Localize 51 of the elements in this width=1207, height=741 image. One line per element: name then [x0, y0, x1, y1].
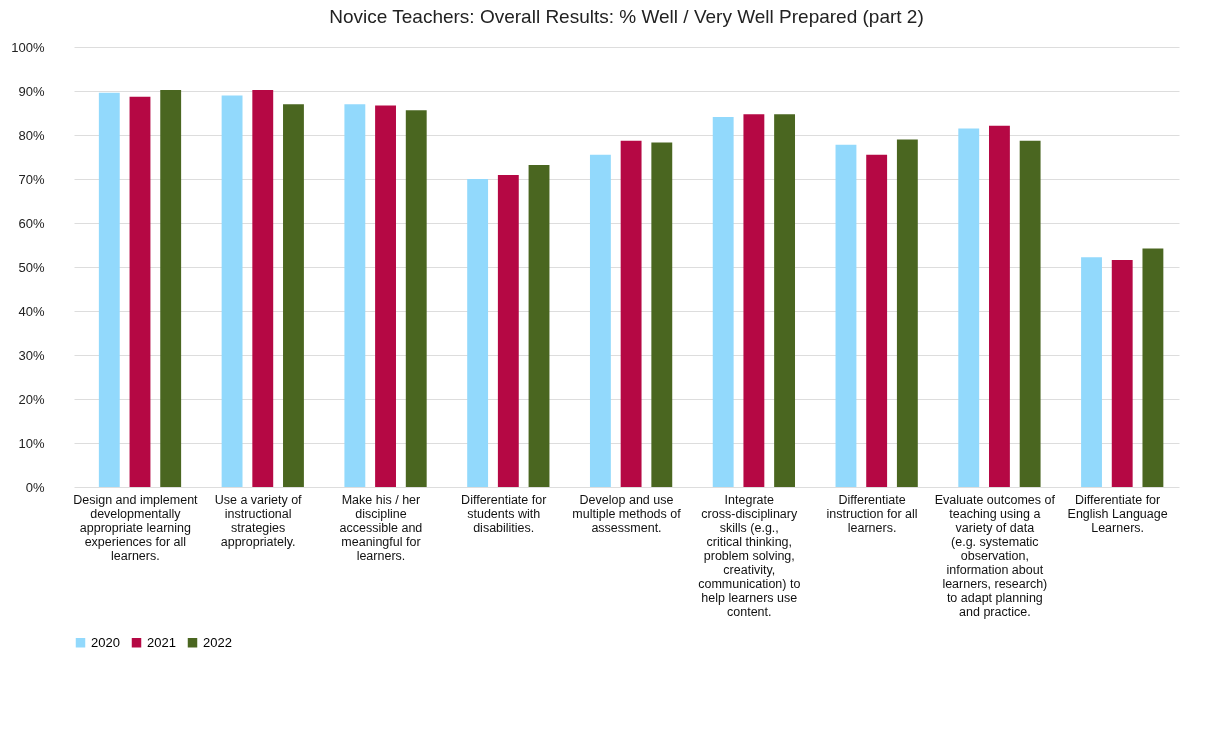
- bar: [958, 128, 980, 487]
- x-tick-label: Design and implement developmentally appropriate learning experiences for all learners.: [73, 492, 199, 563]
- bar: [467, 179, 489, 487]
- y-tick-label: 50%: [18, 259, 45, 275]
- bar: [743, 114, 765, 487]
- legend-label: 2021: [147, 634, 176, 650]
- y-tick-label: 80%: [18, 127, 45, 143]
- bar: [528, 164, 550, 487]
- category-label: Evaluate outcomes of teaching using a variety of data (e.g. systematic observation, information about learners, research) to adapt planning and practice.: [934, 492, 1055, 619]
- y-tick-label: 90%: [18, 83, 45, 99]
- bar: [375, 105, 396, 487]
- bar: [1142, 248, 1164, 487]
- legend-label: 2020: [91, 634, 120, 650]
- bar: [774, 114, 796, 487]
- bar: [160, 90, 182, 487]
- bar: [866, 154, 888, 487]
- bar: [98, 92, 120, 487]
- y-tick-label: 30%: [18, 347, 45, 363]
- y-tick-label: 100%: [11, 39, 45, 55]
- y-tick-label: 20%: [18, 391, 45, 407]
- bar: [344, 104, 366, 487]
- bar: [712, 116, 734, 487]
- y-tick-label: 0%: [25, 479, 45, 495]
- chart-title: Novice Teachers: Overall Results: % Well / Very Well Prepared (part 2): [329, 6, 924, 27]
- bar: [835, 144, 857, 487]
- bar: [1019, 140, 1041, 487]
- x-tick-label: Develop and use multiple methods of assessment.: [572, 492, 682, 535]
- bar: [1081, 257, 1102, 487]
- x-tick-label: Differentiate for students with disabilities.: [461, 492, 547, 535]
- bar: [989, 125, 1010, 487]
- bar: [252, 90, 274, 487]
- x-tick-label: Differentiate for English Language Learners.: [1067, 492, 1168, 535]
- bar: [497, 175, 519, 487]
- category-label: Integrate cross-disciplinary skills (e.g., critical thinking, problem solving, creativity, communication) to help learners use content.: [698, 492, 801, 619]
- x-tick-label: Make his / her discipline accessible and meaningful for learners.: [339, 492, 423, 563]
- bar: [651, 142, 673, 487]
- x-tick-label: Use a variety of instructional strategies appropriately.: [214, 492, 303, 549]
- bar: [221, 95, 243, 487]
- bar: [129, 96, 151, 487]
- legend-label: 2022: [203, 634, 232, 650]
- y-tick-label: 10%: [18, 435, 45, 451]
- y-tick-label: 60%: [18, 215, 45, 231]
- bar: [405, 110, 427, 487]
- bar: [283, 104, 304, 487]
- y-tick-label: 40%: [18, 303, 45, 319]
- x-tick-label: Differentiate instruction for all learners.: [826, 492, 918, 535]
- y-tick-label: 70%: [18, 171, 45, 187]
- bar: [896, 139, 918, 487]
- bar: [1111, 259, 1133, 487]
- bar: [620, 140, 642, 487]
- bar: [589, 154, 611, 487]
